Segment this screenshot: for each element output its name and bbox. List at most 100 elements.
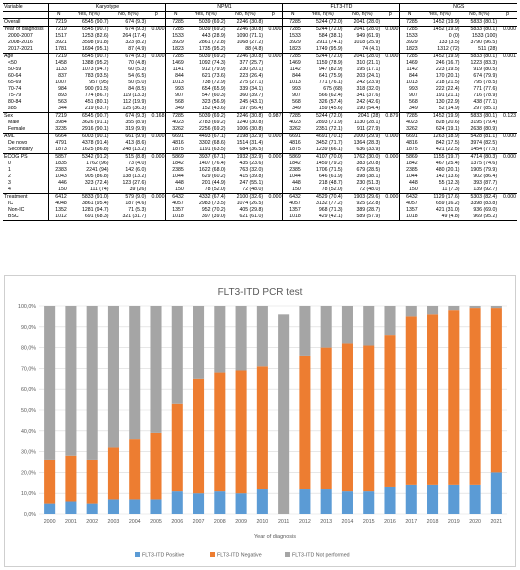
row-label: De novo — [8, 140, 28, 146]
table-cell: 1625 (86.8) — [81, 146, 109, 153]
table-cell: 716 (78.9) — [473, 92, 498, 99]
table-cell — [147, 46, 166, 53]
x-tick-label: 2007 — [193, 519, 205, 525]
table-cell: 4816 — [165, 140, 185, 147]
bar-segment — [490, 306, 502, 309]
table-cell: 2385 — [165, 167, 185, 174]
bar-segment — [299, 355, 311, 490]
bar-segment — [129, 499, 141, 514]
table-cell: 78 (52.0) — [204, 186, 226, 193]
table-cell: 218 (48.7) — [318, 180, 343, 186]
y-tick-label: 50,0% — [21, 408, 36, 414]
bar-segment — [384, 335, 396, 487]
table-cell: 1357 — [399, 207, 419, 214]
table-cell — [147, 106, 166, 113]
table-cell: 2256 (69.2) — [198, 126, 226, 132]
table-cell: 467 (25.4) — [435, 160, 460, 167]
bar-segment — [405, 306, 417, 317]
bar-segment — [44, 503, 56, 514]
table-cell: 0 (0) — [448, 33, 460, 39]
table-cell: 3929 — [165, 39, 185, 46]
table-cell: 624 (19.1) — [435, 126, 460, 132]
bar-segment — [405, 484, 417, 514]
row-label: 50-59 — [8, 66, 22, 73]
row-label: 75-79 — [8, 92, 22, 99]
row-label: Sex — [3, 112, 49, 120]
table-cell: 5833 (80.1) — [460, 18, 499, 26]
table-cell: 323 (8.2) — [125, 39, 147, 46]
sub-header-p: p — [498, 11, 517, 19]
bar-segment — [363, 306, 375, 346]
table-cell: 842 (17.5) — [435, 140, 460, 146]
table-cell: 275 (27.1) — [239, 79, 264, 86]
table-cell: 1239 (66.1) — [315, 146, 343, 153]
table-cell: 1932 (32.9) — [226, 153, 265, 161]
table-cell: 629 (60.2) — [201, 173, 226, 180]
table-row: Male 3984 3626 (91.1) 355 (8.9) 4023 2783 (69… — [3, 119, 517, 126]
table-cell: 0.987 — [264, 112, 283, 120]
legend-swatch — [135, 552, 140, 557]
x-tick-label: 2005 — [150, 519, 162, 525]
bar-segment — [256, 489, 268, 514]
table-row: Treatment 6412 5833 (91.0) 579 (9.0) 0.000 64… — [3, 193, 517, 201]
table-cell: 415 (39.8) — [239, 173, 264, 180]
table-cell: 952 (70.2) — [201, 207, 226, 213]
table-cell: 3302 (68.6) — [198, 140, 226, 146]
x-tick-label: 2017 — [405, 519, 417, 525]
table-cell: 3235 — [48, 126, 68, 133]
table-cell: 1842 — [165, 160, 185, 167]
bar-segment — [448, 310, 460, 485]
row-label: ≥85 — [8, 105, 17, 112]
bar-segment — [427, 314, 439, 485]
table-row: AML 6664 6003 (90.1) 661 (9.9) 0.000 6691 4493… — [3, 132, 517, 140]
row-label: Non-IC — [8, 207, 25, 213]
y-tick-label: 90,0% — [21, 325, 36, 331]
legend-swatch — [210, 552, 215, 557]
table-row: 2 1043 905 (86.8) 138 (13.2) 1044 629 (60.2) 4… — [3, 173, 517, 180]
table-cell: 219 (63.7) — [84, 105, 109, 112]
table-cell: 6432 — [282, 193, 302, 201]
table-cell: 6691 — [282, 132, 302, 140]
table-cell: 349 — [165, 105, 185, 113]
x-tick-label: 2001 — [65, 519, 77, 525]
table-cell: 5869 — [165, 153, 185, 161]
bar-segment — [256, 306, 268, 367]
table-cell: 326 (57.4) — [318, 99, 343, 105]
table-cell: 5244 (72.0) — [301, 52, 344, 60]
table-row: 50-59 1133 1073 (94.7) 60 (5.3) 1141 912 (79.… — [3, 66, 517, 73]
table-cell: 1130 (28.1) — [353, 119, 381, 126]
table-cell: 3262 — [282, 126, 302, 133]
table-cell: 6432 — [399, 193, 419, 201]
table-cell: 339 (34.1) — [239, 86, 264, 92]
bar-segment — [193, 493, 205, 514]
header-npm1: NPM1 — [165, 3, 283, 12]
table-cell: 993 — [165, 86, 185, 93]
table-cell: 383 (20.8) — [356, 160, 381, 167]
table-row: ECOG PS 5857 5342 (91.2) 515 (8.8) 0.000 5869… — [3, 153, 517, 161]
table-cell: 248 (13.2) — [122, 146, 147, 153]
row-label: Overall — [3, 18, 49, 26]
table-cell: 4057 — [282, 200, 302, 207]
table-cell: 1842 — [282, 160, 302, 167]
table-cell — [147, 126, 166, 133]
table-cell: 389 (28.7) — [356, 207, 381, 213]
table-cell: 1823 — [282, 46, 302, 53]
table-row: 75-79 893 774 (86.7) 119 (13.3) 907 547 (60.3… — [3, 92, 517, 99]
bar-segment — [427, 306, 439, 315]
table-cell: 1281 (94.7) — [81, 207, 109, 213]
table-cell: 3598 (91.8) — [81, 39, 109, 46]
table-cell: 568 — [399, 99, 419, 106]
table-cell: 1694 (95.1) — [81, 46, 109, 52]
table-cell: 675 (68) — [323, 86, 343, 92]
table-cell: 50 (5.0) — [128, 79, 147, 86]
row-label: IC — [8, 200, 14, 207]
table-cell: 323 (72.4) — [84, 180, 109, 186]
results-table-container: Variable Karyotype NPM1 FLT3-ITD NGS N Ye… — [3, 3, 517, 268]
table-cell: 828 (20.6) — [435, 119, 460, 126]
x-tick-label: 2009 — [235, 519, 247, 525]
bar-segment — [129, 439, 141, 500]
table-cell: 1141 — [165, 66, 185, 73]
bar-segment — [86, 459, 98, 504]
table-cell: 4493 (67.1) — [184, 132, 227, 140]
table-cell: 0.000 — [264, 153, 283, 161]
